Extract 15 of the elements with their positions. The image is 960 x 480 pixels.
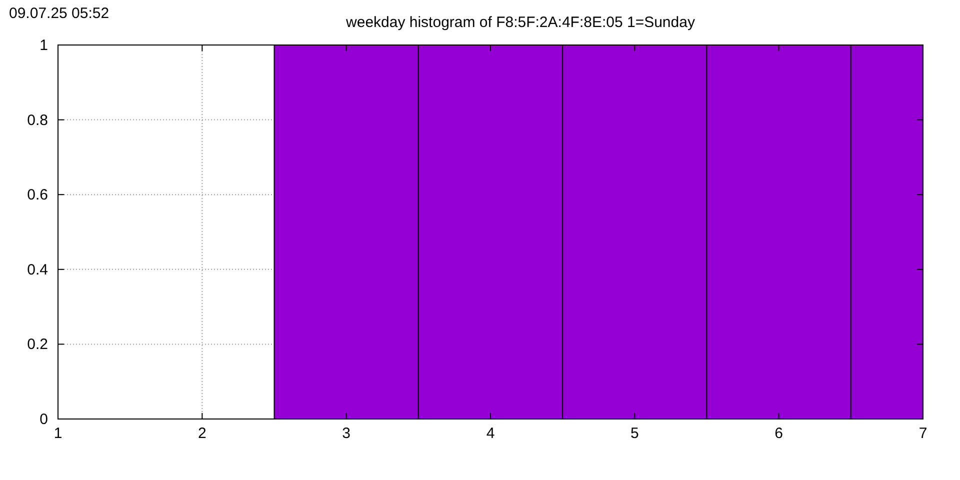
x-tick-label: 5	[630, 425, 639, 442]
x-tick-label: 6	[774, 425, 784, 442]
x-tick-label: 4	[486, 425, 495, 442]
y-tick-label: 1	[40, 37, 48, 54]
y-tick-label: 0.8	[27, 112, 48, 129]
x-tick-label: 3	[342, 425, 351, 442]
x-tick-label: 1	[54, 425, 62, 442]
y-tick-label: 0.4	[27, 261, 48, 278]
y-tick-label: 0.6	[27, 186, 48, 204]
chart-title: weekday histogram of F8:5F:2A:4F:8E:05 1=Sunday	[345, 14, 696, 31]
y-tick-label: 0	[40, 411, 48, 428]
text: 09.07.25 05:52	[9, 5, 110, 22]
x-tick-label: 2	[198, 425, 206, 442]
y-tick-label: 0.2	[27, 336, 48, 354]
x-tick-label: 7	[918, 425, 928, 442]
